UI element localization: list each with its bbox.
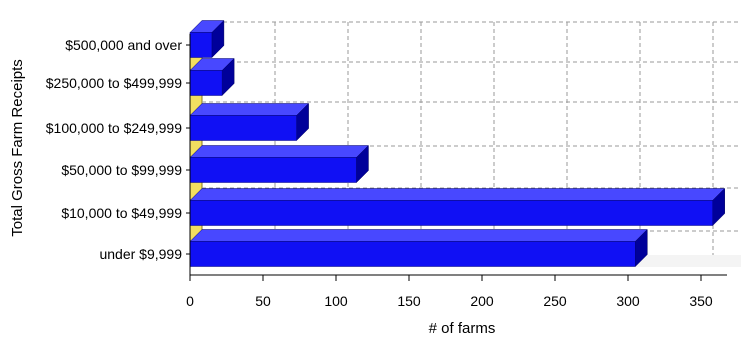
bar-top-3 <box>189 145 370 158</box>
bar-top-2 <box>189 103 310 116</box>
y-tick-label-1: $250,000 to $499,999 <box>46 75 182 91</box>
bar-top-5 <box>189 229 648 242</box>
x-tick-label-0: 0 <box>186 293 194 309</box>
bar-front-2 <box>189 115 297 141</box>
bar-front-0 <box>189 32 213 58</box>
bar-front-1 <box>189 70 223 96</box>
y-axis-title: Total Gross Farm Receipts <box>9 59 26 237</box>
x-tick-label-5: 250 <box>543 293 567 309</box>
x-tick-label-7: 350 <box>689 293 713 309</box>
side-wall <box>189 20 203 269</box>
x-tick-label-6: 300 <box>616 293 640 309</box>
axes <box>186 34 727 281</box>
bar-front-3 <box>189 157 357 183</box>
y-tick-label-2: $100,000 to $249,999 <box>46 120 182 136</box>
bar-front-4 <box>189 200 713 226</box>
y-tick-label-4: $10,000 to $49,999 <box>61 205 182 221</box>
bar-2 <box>189 102 310 142</box>
y-tick-labels: $500,000 and over $250,000 to $499,999 $10… <box>46 37 183 262</box>
x-axis-title: # of farms <box>429 320 496 337</box>
x-tick-label-2: 100 <box>324 293 348 309</box>
x-tick-label-4: 200 <box>470 293 494 309</box>
y-tick-label-3: $50,000 to $99,999 <box>61 162 182 178</box>
bar-top-4 <box>189 188 726 201</box>
bar-5 <box>189 228 648 268</box>
x-tick-labels: 0 50 100 150 200 250 300 350 <box>186 293 713 309</box>
bar-front-5 <box>189 241 636 267</box>
x-tick-label-3: 150 <box>397 293 421 309</box>
y-tick-label-5: under $9,999 <box>99 246 182 262</box>
bar-0 <box>189 19 225 59</box>
x-tick-label-1: 50 <box>255 293 271 309</box>
bars <box>189 19 726 268</box>
bar-1 <box>189 57 235 97</box>
y-tick-label-0: $500,000 and over <box>65 37 182 53</box>
bar-4 <box>189 187 726 227</box>
bar-3 <box>189 144 370 184</box>
